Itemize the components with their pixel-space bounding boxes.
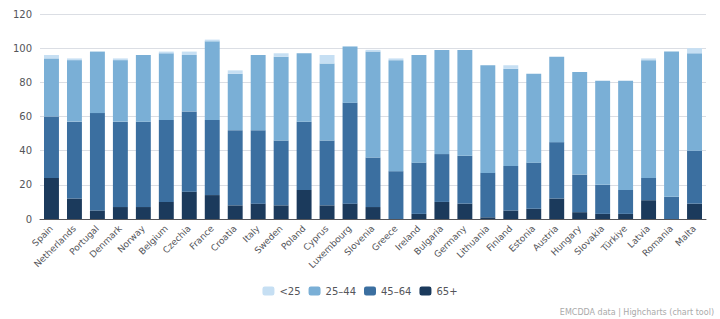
svg-text:80: 80 [19, 77, 32, 88]
svg-text:Denmark: Denmark [88, 223, 125, 260]
svg-text:Cyprus: Cyprus [301, 223, 331, 253]
svg-text:45–64: 45–64 [381, 286, 411, 297]
svg-text:Lithuania: Lithuania [455, 223, 492, 260]
svg-text:Finland: Finland [484, 223, 515, 254]
svg-text:Malta: Malta [673, 223, 698, 248]
svg-text:France: France [187, 223, 216, 252]
svg-text:Germany: Germany [432, 223, 469, 260]
svg-text:20: 20 [19, 179, 32, 190]
svg-text:65+: 65+ [436, 286, 457, 297]
svg-text:Greece: Greece [369, 223, 400, 254]
svg-text:<25: <25 [279, 286, 300, 297]
svg-text:Estonia: Estonia [507, 223, 537, 253]
svg-text:Latvia: Latvia [625, 223, 653, 250]
svg-text:Austria: Austria [530, 223, 561, 253]
svg-text:Luxembourg: Luxembourg [306, 223, 354, 271]
svg-text:Netherlands: Netherlands [32, 223, 78, 270]
svg-text:Ireland: Ireland [393, 223, 423, 253]
svg-text:120: 120 [13, 9, 32, 20]
svg-text:60: 60 [19, 111, 32, 122]
svg-text:Czechia: Czechia [161, 223, 193, 255]
svg-text:Belgium: Belgium [136, 223, 170, 257]
svg-text:100: 100 [13, 43, 32, 54]
svg-text:Bulgaria: Bulgaria [412, 223, 446, 257]
svg-text:0: 0 [26, 214, 32, 225]
svg-text:Croatia: Croatia [209, 223, 239, 253]
svg-text:25–44: 25–44 [326, 286, 356, 297]
svg-text:Türkiye: Türkiye [599, 223, 630, 254]
svg-text:Poland: Poland [279, 223, 308, 252]
svg-text:Spain: Spain [30, 223, 55, 249]
svg-text:Norway: Norway [115, 223, 147, 255]
svg-text:Italy: Italy [240, 223, 262, 245]
svg-text:40: 40 [19, 145, 32, 156]
svg-text:Hungary: Hungary [549, 223, 584, 258]
svg-text:Slovakia: Slovakia [572, 223, 606, 257]
svg-text:Portugal: Portugal [67, 223, 101, 257]
svg-text:Sweden: Sweden [252, 223, 284, 255]
svg-text:Romania: Romania [640, 223, 675, 258]
svg-text:Slovenia: Slovenia [342, 223, 376, 257]
svg-text:EMCDDA data | Highcharts (char: EMCDDA data | Highcharts (chart tool) [560, 308, 714, 317]
